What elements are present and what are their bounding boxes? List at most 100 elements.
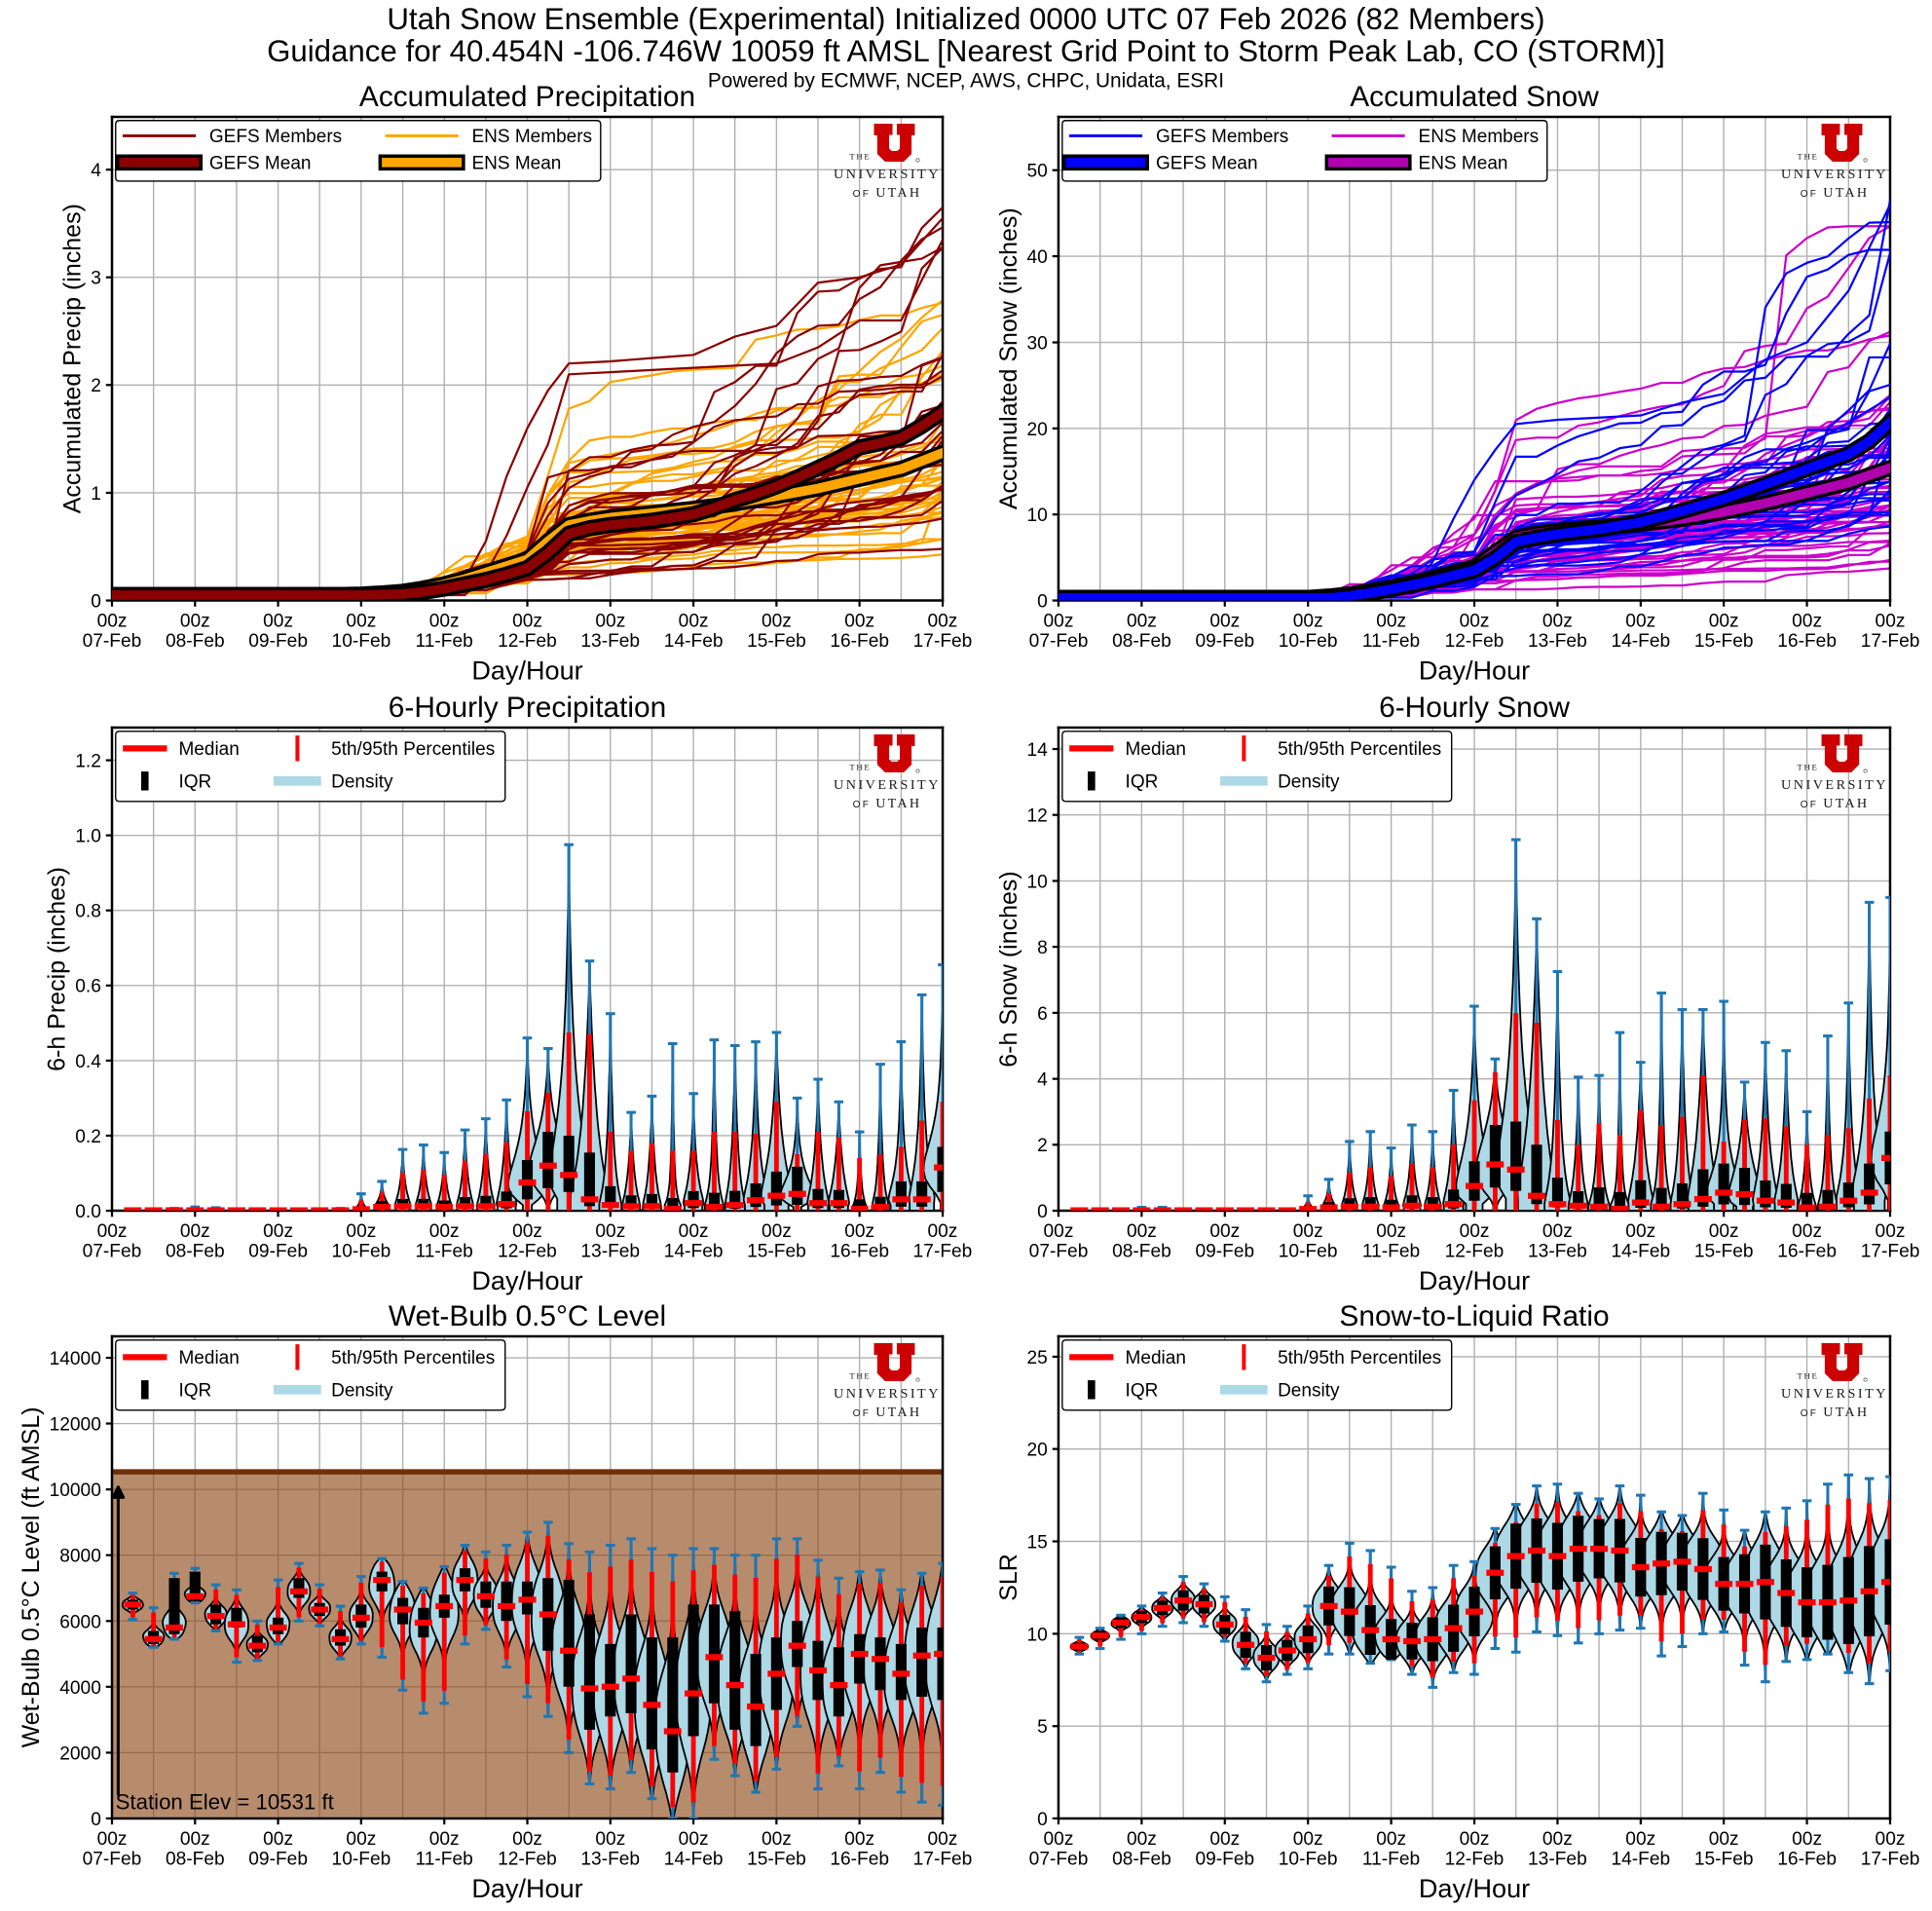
svg-text:00z: 00z — [1876, 1829, 1906, 1850]
svg-text:00z: 00z — [180, 612, 210, 632]
svg-text:12000: 12000 — [50, 1414, 101, 1435]
svg-text:00z: 00z — [1127, 612, 1157, 632]
svg-text:00z: 00z — [1792, 612, 1822, 632]
svg-text:00z: 00z — [263, 612, 293, 632]
svg-text:09-Feb: 09-Feb — [1196, 1242, 1255, 1262]
svg-text:00z: 00z — [1293, 1221, 1323, 1242]
svg-text:00z: 00z — [595, 1221, 625, 1242]
svg-text:ENS Mean: ENS Mean — [1419, 153, 1508, 173]
svg-text:6: 6 — [1037, 1004, 1048, 1025]
svg-text:07-Feb: 07-Feb — [1029, 1242, 1089, 1262]
svg-text:0.6: 0.6 — [75, 977, 101, 997]
svg-text:00z: 00z — [928, 1829, 958, 1850]
svg-text:16-Feb: 16-Feb — [830, 631, 889, 652]
svg-text:THE: THE — [849, 151, 871, 161]
svg-text:16-Feb: 16-Feb — [830, 1242, 889, 1262]
svg-text:Accumulated Precipitation: Accumulated Precipitation — [359, 81, 695, 113]
svg-text:15-Feb: 15-Feb — [1694, 1242, 1754, 1262]
svg-text:OF UTAH: OF UTAH — [853, 796, 922, 811]
svg-text:2000: 2000 — [59, 1743, 101, 1764]
svg-text:Wet-Bulb 0.5°C Level: Wet-Bulb 0.5°C Level — [389, 1300, 666, 1332]
svg-text:00z: 00z — [1876, 1221, 1906, 1242]
svg-text:00z: 00z — [1709, 1221, 1739, 1242]
svg-text:Density: Density — [331, 771, 393, 792]
svg-text:00z: 00z — [1209, 1221, 1240, 1242]
svg-text:Day/Hour: Day/Hour — [471, 656, 582, 686]
svg-text:11-Feb: 11-Feb — [416, 1242, 473, 1262]
svg-text:2: 2 — [1037, 1136, 1048, 1156]
svg-text:12-Feb: 12-Feb — [1445, 1850, 1505, 1870]
svg-text:11-Feb: 11-Feb — [1362, 1242, 1420, 1262]
svg-text:16-Feb: 16-Feb — [830, 1850, 889, 1870]
svg-text:15-Feb: 15-Feb — [747, 631, 806, 652]
svg-text:Density: Density — [1278, 1380, 1340, 1401]
svg-text:12-Feb: 12-Feb — [498, 631, 557, 652]
svg-text:11-Feb: 11-Feb — [416, 1850, 473, 1870]
svg-text:00z: 00z — [1542, 1221, 1573, 1242]
svg-text:10-Feb: 10-Feb — [332, 1850, 391, 1870]
svg-text:07-Feb: 07-Feb — [83, 631, 142, 652]
svg-text:10-Feb: 10-Feb — [332, 631, 391, 652]
svg-text:12-Feb: 12-Feb — [1445, 1242, 1505, 1262]
svg-text:00z: 00z — [1460, 1829, 1490, 1850]
svg-text:50: 50 — [1027, 162, 1048, 182]
svg-text:08-Feb: 08-Feb — [166, 1850, 225, 1870]
svg-text:00z: 00z — [97, 612, 128, 632]
svg-text:5th/95th Percentiles: 5th/95th Percentiles — [1278, 1348, 1441, 1368]
svg-text:00z: 00z — [1293, 1829, 1323, 1850]
svg-text:6-h Precip (inches): 6-h Precip (inches) — [44, 867, 71, 1071]
svg-text:0.8: 0.8 — [75, 902, 101, 922]
svg-text:UNIVERSITY: UNIVERSITY — [834, 777, 941, 793]
svg-text:5: 5 — [1037, 1717, 1048, 1738]
svg-text:00z: 00z — [679, 1221, 709, 1242]
svg-text:00z: 00z — [1460, 612, 1490, 632]
svg-text:00z: 00z — [1625, 1221, 1655, 1242]
svg-text:OF UTAH: OF UTAH — [853, 185, 922, 201]
svg-text:0.2: 0.2 — [75, 1127, 101, 1147]
svg-text:5th/95th Percentiles: 5th/95th Percentiles — [1278, 739, 1441, 760]
svg-text:00z: 00z — [1127, 1829, 1157, 1850]
svg-text:00z: 00z — [1542, 612, 1573, 632]
svg-text:Day/Hour: Day/Hour — [1419, 1265, 1530, 1295]
svg-text:15-Feb: 15-Feb — [747, 1850, 806, 1870]
svg-text:08-Feb: 08-Feb — [1112, 1242, 1171, 1262]
svg-text:00z: 00z — [1709, 1829, 1739, 1850]
svg-text:0.4: 0.4 — [75, 1052, 101, 1072]
svg-text:10: 10 — [1027, 1625, 1048, 1645]
svg-text:6-Hourly Precipitation: 6-Hourly Precipitation — [389, 692, 666, 724]
svg-text:UNIVERSITY: UNIVERSITY — [834, 167, 941, 182]
svg-text:13-Feb: 13-Feb — [1528, 1242, 1587, 1262]
svg-text:16-Feb: 16-Feb — [1777, 1242, 1837, 1262]
svg-text:00z: 00z — [429, 1829, 460, 1850]
svg-text:00z: 00z — [180, 1829, 210, 1850]
svg-text:08-Feb: 08-Feb — [1112, 1850, 1171, 1870]
svg-text:00z: 00z — [1293, 612, 1323, 632]
svg-text:14000: 14000 — [50, 1349, 101, 1369]
svg-text:00z: 00z — [346, 612, 376, 632]
svg-text:09-Feb: 09-Feb — [248, 631, 308, 652]
svg-text:0: 0 — [1037, 591, 1048, 612]
svg-text:00z: 00z — [346, 1221, 376, 1242]
svg-text:8000: 8000 — [59, 1547, 101, 1567]
svg-text:00z: 00z — [1876, 612, 1906, 632]
svg-text:ENS Members: ENS Members — [471, 127, 592, 147]
svg-text:00z: 00z — [1044, 1829, 1074, 1850]
svg-text:00z: 00z — [762, 1221, 792, 1242]
svg-text:SLR: SLR — [995, 1554, 1022, 1601]
svg-text:10-Feb: 10-Feb — [1279, 631, 1338, 652]
svg-text:OF UTAH: OF UTAH — [1801, 1405, 1870, 1420]
svg-text:Wet-Bulb 0.5°C Level (ft AMSL): Wet-Bulb 0.5°C Level (ft AMSL) — [18, 1406, 45, 1747]
svg-text:09-Feb: 09-Feb — [1196, 631, 1255, 652]
svg-text:OF UTAH: OF UTAH — [1801, 796, 1870, 811]
svg-text:14-Feb: 14-Feb — [1611, 1242, 1670, 1262]
svg-text:00z: 00z — [1792, 1829, 1822, 1850]
svg-text:0.0: 0.0 — [75, 1202, 101, 1222]
svg-text:Day/Hour: Day/Hour — [471, 1265, 582, 1295]
svg-text:GEFS Members: GEFS Members — [209, 127, 342, 147]
svg-text:OF UTAH: OF UTAH — [853, 1405, 922, 1420]
svg-text:IQR: IQR — [1126, 771, 1159, 792]
svg-text:Accumulated Snow (inches): Accumulated Snow (inches) — [995, 207, 1022, 509]
svg-text:00z: 00z — [679, 1829, 709, 1850]
svg-text:THE: THE — [849, 1371, 871, 1381]
svg-text:00z: 00z — [679, 612, 709, 632]
